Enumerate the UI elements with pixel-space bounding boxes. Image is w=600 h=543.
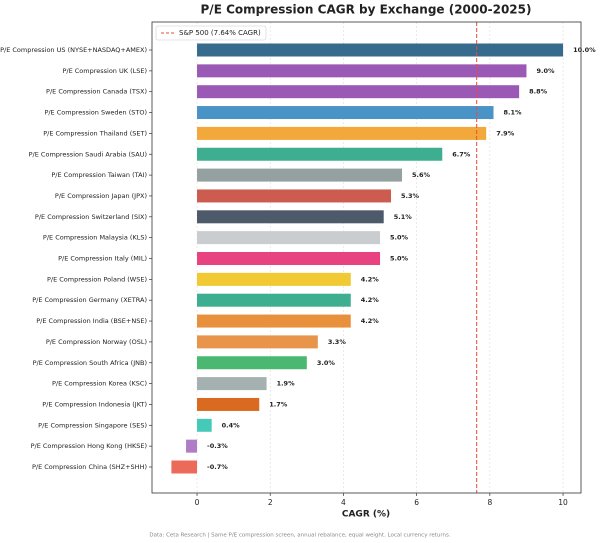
x-tick-label: 10: [558, 498, 568, 507]
y-tick-label: P/E Compression Taiwan (TAI): [51, 171, 147, 179]
bar: [197, 252, 381, 265]
value-label: 5.0%: [390, 255, 409, 263]
value-label: 5.6%: [412, 171, 431, 179]
value-label: 4.2%: [361, 317, 380, 325]
y-tick-label: P/E Compression Hong Kong (HKSE): [31, 442, 147, 450]
y-tick-label: P/E Compression Korea (KSC): [52, 380, 147, 388]
bar: [197, 272, 351, 286]
value-label: 4.2%: [361, 296, 380, 304]
value-label: 4.2%: [361, 275, 380, 283]
x-tick-label: 8: [487, 498, 492, 507]
value-label: 1.9%: [277, 380, 296, 388]
bar: [197, 147, 443, 161]
y-tick-label: P/E Compression Poland (WSE): [47, 275, 147, 283]
x-axis-label: CAGR (%): [342, 510, 390, 520]
value-label: 3.0%: [317, 359, 336, 367]
bar: [197, 168, 403, 182]
bar: [197, 64, 527, 78]
y-tick-label: P/E Compression China (SHZ+SHH): [32, 463, 147, 471]
bar: [197, 418, 212, 432]
bar: [186, 439, 198, 453]
value-label: 0.4%: [222, 421, 241, 429]
y-tick-label: P/E Compression Japan (JPX): [55, 192, 147, 200]
y-tick-label: P/E Compression Canada (TSX): [46, 88, 147, 96]
x-tick-label: 4: [341, 498, 346, 507]
legend-box: [155, 25, 267, 41]
y-tick-label: P/E Compression Sweden (STO): [44, 109, 147, 117]
bar: [197, 43, 564, 57]
x-tick-label: 6: [414, 498, 419, 507]
value-label: 1.7%: [269, 400, 288, 408]
value-label: 8.1%: [504, 109, 523, 117]
y-tick-label: P/E Compression Thailand (SET): [43, 129, 147, 137]
value-label: -0.7%: [207, 463, 228, 471]
y-tick-label: P/E Compression Malaysia (KLS): [43, 234, 147, 242]
value-label: 6.7%: [452, 150, 471, 158]
bar: [197, 356, 307, 370]
chart-title: P/E Compression CAGR by Exchange (2000-2…: [201, 3, 532, 17]
bar: [197, 85, 520, 99]
y-tick-label: P/E Compression UK (LSE): [62, 67, 147, 75]
bar: [197, 397, 260, 411]
value-label: 5.1%: [394, 213, 413, 221]
bar: [197, 314, 351, 328]
bar: [197, 231, 381, 245]
bar: [171, 460, 198, 474]
bar: [197, 293, 351, 307]
value-label: -0.3%: [207, 442, 228, 450]
y-tick-label: P/E Compression Saudi Arabia (SAU): [29, 150, 147, 158]
y-tick-label: P/E Compression South Africa (JNB): [33, 359, 147, 367]
x-tick-label: 2: [268, 498, 273, 507]
y-tick-label: P/E Compression US (NYSE+NASDAQ+AMEX): [0, 46, 147, 54]
bar: [197, 106, 494, 120]
value-label: 10.0%: [573, 46, 596, 54]
y-tick-label: P/E Compression Germany (XETRA): [32, 296, 147, 304]
value-label: 5.3%: [401, 192, 420, 200]
value-label: 8.8%: [529, 88, 548, 96]
footnote: Data: Ceta Research | Same P/E compressi…: [149, 533, 451, 539]
y-tick-label: P/E Compression India (BSE+NSE): [36, 317, 147, 325]
y-tick-label: P/E Compression Italy (MIL): [58, 255, 147, 263]
bar: [197, 189, 392, 203]
value-label: 3.3%: [328, 338, 347, 346]
bar: [197, 335, 318, 349]
y-tick-label: P/E Compression Indonesia (JKT): [42, 400, 147, 408]
value-label: 9.0%: [536, 67, 555, 75]
bar: [197, 377, 267, 391]
legend-label: S&P 500 (7.64% CAGR): [179, 29, 261, 37]
y-tick-label: P/E Compression Norway (OSL): [46, 338, 147, 346]
y-tick-label: P/E Compression Switzerland (SIX): [35, 213, 147, 221]
plot-frame: [151, 21, 582, 494]
bar: [197, 210, 384, 224]
x-tick-label: 0: [195, 498, 200, 507]
value-label: 5.0%: [390, 234, 409, 242]
value-label: 7.9%: [496, 129, 515, 137]
y-tick-label: P/E Compression Singapore (SES): [38, 421, 147, 429]
bar: [197, 126, 487, 140]
